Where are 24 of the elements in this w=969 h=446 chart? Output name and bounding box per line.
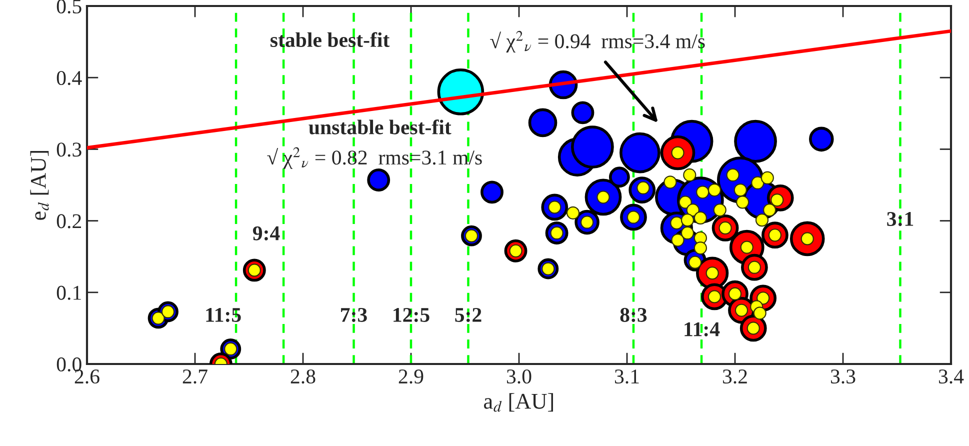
annotation: √ χ$^{2}$$_{ν}$ = 0.94 rms=3.4 m/s bbox=[490, 30, 705, 53]
annotation: 7:3 bbox=[341, 308, 367, 322]
x-tick-label: 3.4 bbox=[938, 370, 964, 384]
y-tick-label: 0.1 bbox=[56, 286, 81, 300]
y-tick-label: 0.0 bbox=[56, 357, 82, 372]
x-tick-label: 2.7 bbox=[182, 370, 208, 384]
annotation: 9:4 bbox=[252, 226, 280, 240]
annotation: 12:5 bbox=[394, 308, 430, 322]
annotation: 5:2 bbox=[455, 308, 482, 322]
annotation: 11:5 bbox=[206, 308, 241, 322]
y-tick-label: 0.3 bbox=[56, 142, 82, 157]
y-tick-label: 0.2 bbox=[56, 214, 81, 228]
x-tick-label: 2.6 bbox=[74, 370, 100, 384]
x-tick-label: 2.9 bbox=[398, 370, 424, 384]
annotation: stable best-fit bbox=[270, 32, 390, 48]
x-axis-title: a$_{d}$ [AU] bbox=[484, 393, 553, 412]
x-tick-label: 3.3 bbox=[830, 370, 856, 384]
x-tick-label: 3.0 bbox=[506, 369, 532, 384]
y-axis-title: e$_{d}$ [AU] bbox=[30, 151, 49, 220]
x-tick-label: 3.1 bbox=[614, 370, 639, 384]
annotation: 8:3 bbox=[620, 308, 647, 322]
x-tick-label: 3.2 bbox=[722, 370, 747, 384]
y-tick-label: 0.4 bbox=[56, 70, 82, 86]
x-tick-label: 2.8 bbox=[290, 369, 316, 384]
